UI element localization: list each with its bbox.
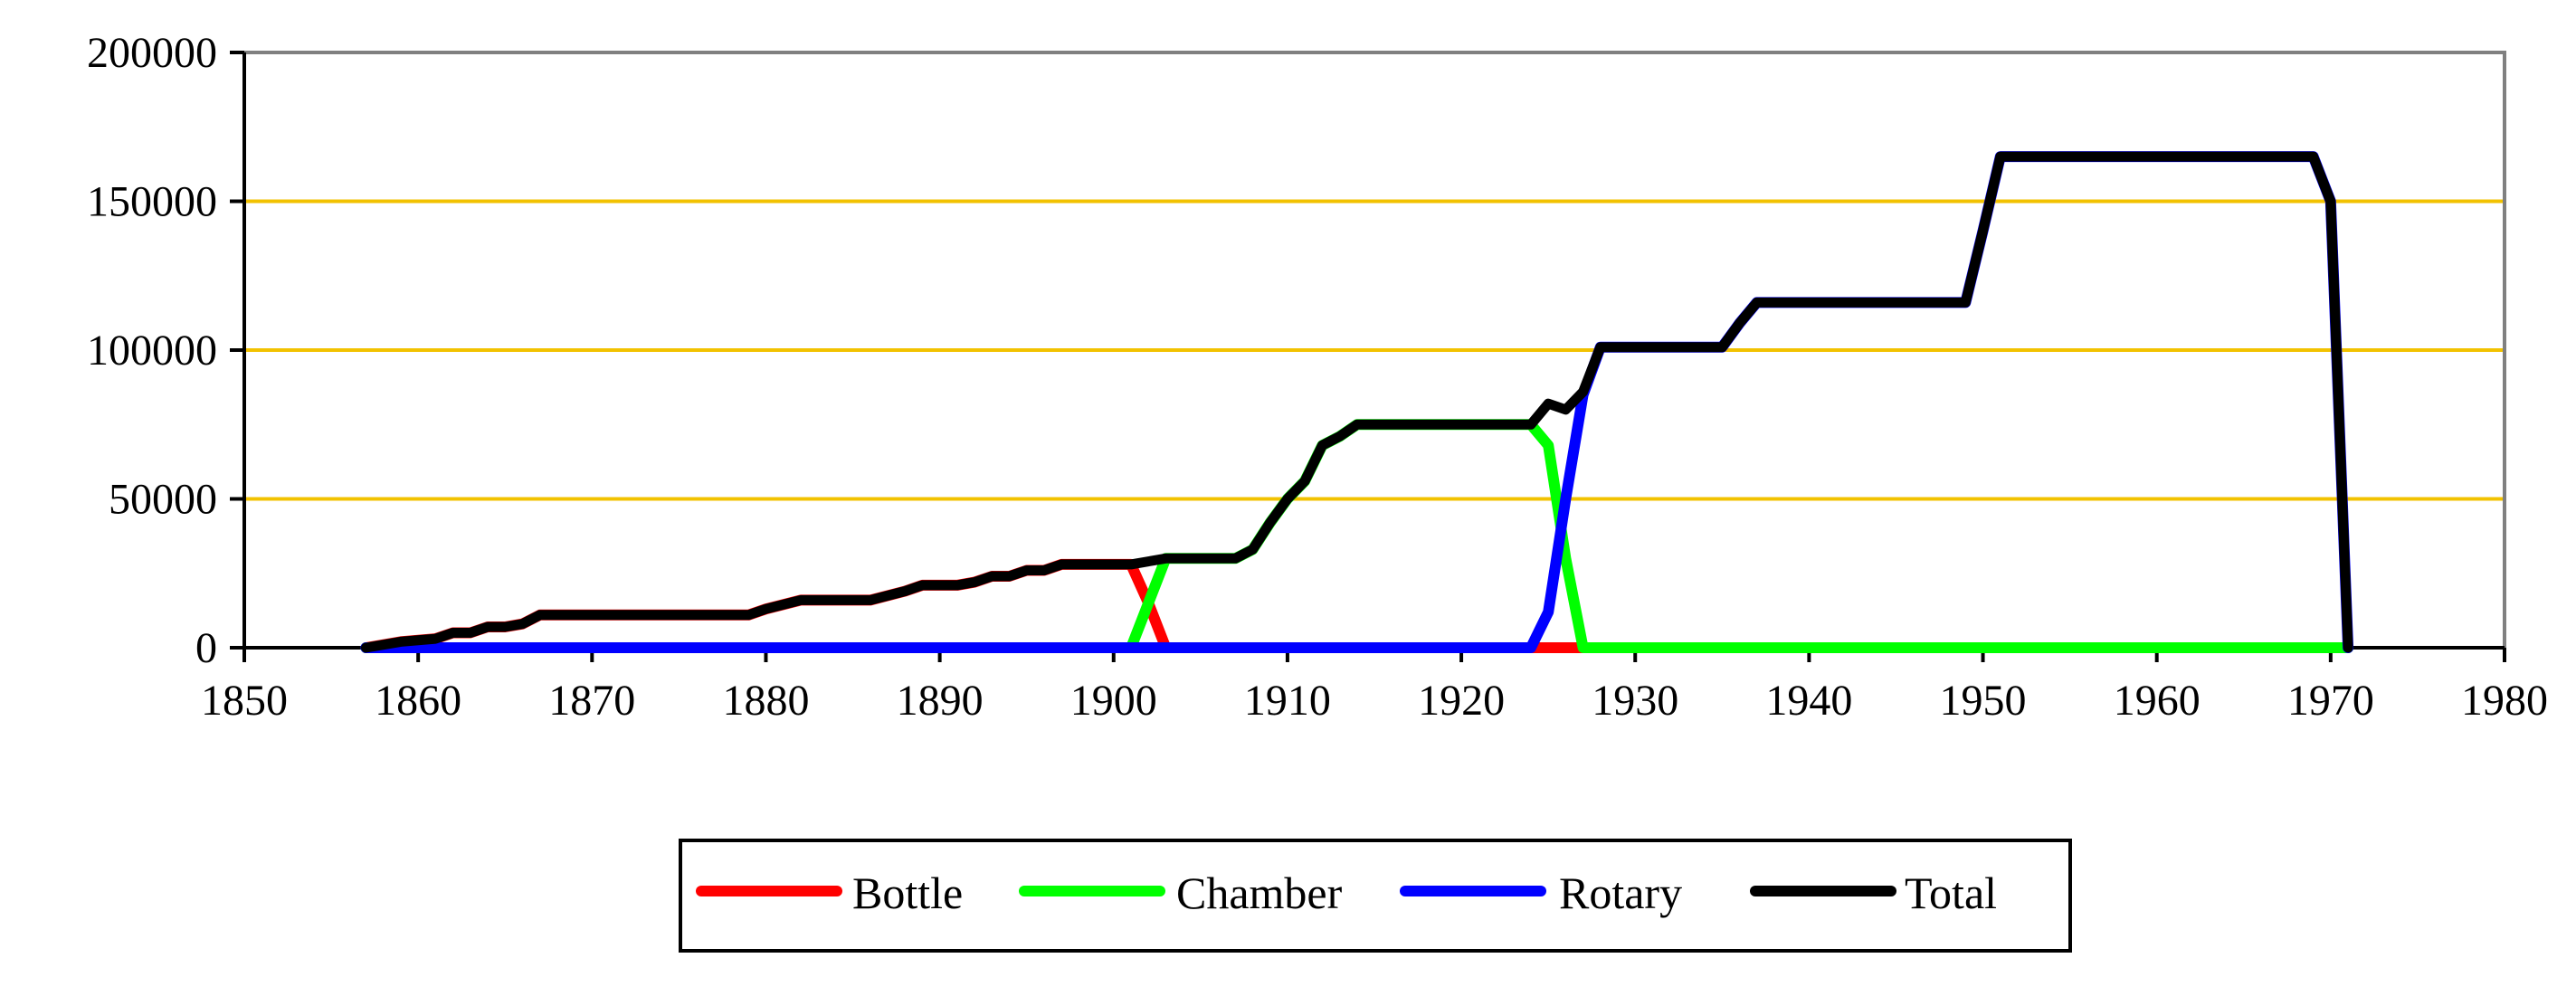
legend-label-chamber: Chamber (1176, 868, 1343, 918)
y-tick-label: 200000 (87, 29, 217, 77)
x-tick-label: 1960 (2114, 677, 2201, 725)
series-line-rotary (360, 151, 2354, 653)
series-line-bottle (360, 558, 1589, 653)
legend-label-total: Total (1905, 868, 1997, 918)
y-tick-label: 50000 (109, 476, 217, 524)
x-tick-label: 1900 (1070, 677, 1157, 725)
y-tick-label: 0 (195, 624, 217, 672)
legend-label-bottle: Bottle (852, 868, 963, 918)
x-tick-label: 1970 (2287, 677, 2374, 725)
x-tick-label: 1870 (548, 677, 635, 725)
x-tick-label: 1910 (1244, 677, 1331, 725)
x-tick-label: 1850 (201, 677, 288, 725)
legend: Bottle Chamber Rotary Total (679, 839, 2072, 953)
x-tick-label: 1940 (1765, 677, 1852, 725)
series-lines (360, 151, 2354, 653)
x-tick-label: 1860 (375, 677, 461, 725)
y-tick-label: 150000 (87, 178, 217, 226)
legend-label-rotary: Rotary (1559, 868, 1682, 918)
x-tick-label: 1950 (1940, 677, 2027, 725)
series-line-total (361, 151, 2353, 653)
gridlines (244, 199, 2505, 501)
x-tick-label: 1920 (1418, 677, 1505, 725)
x-tick-label: 1930 (1592, 677, 1678, 725)
x-tick-label: 1880 (722, 677, 809, 725)
x-tick-label: 1890 (897, 677, 984, 725)
y-tick-label: 100000 (87, 327, 217, 375)
axes: 0 50000 100000 150000 200000 1850 1860 1870 1880… (87, 29, 2548, 725)
x-tick-label: 1980 (2461, 677, 2548, 725)
